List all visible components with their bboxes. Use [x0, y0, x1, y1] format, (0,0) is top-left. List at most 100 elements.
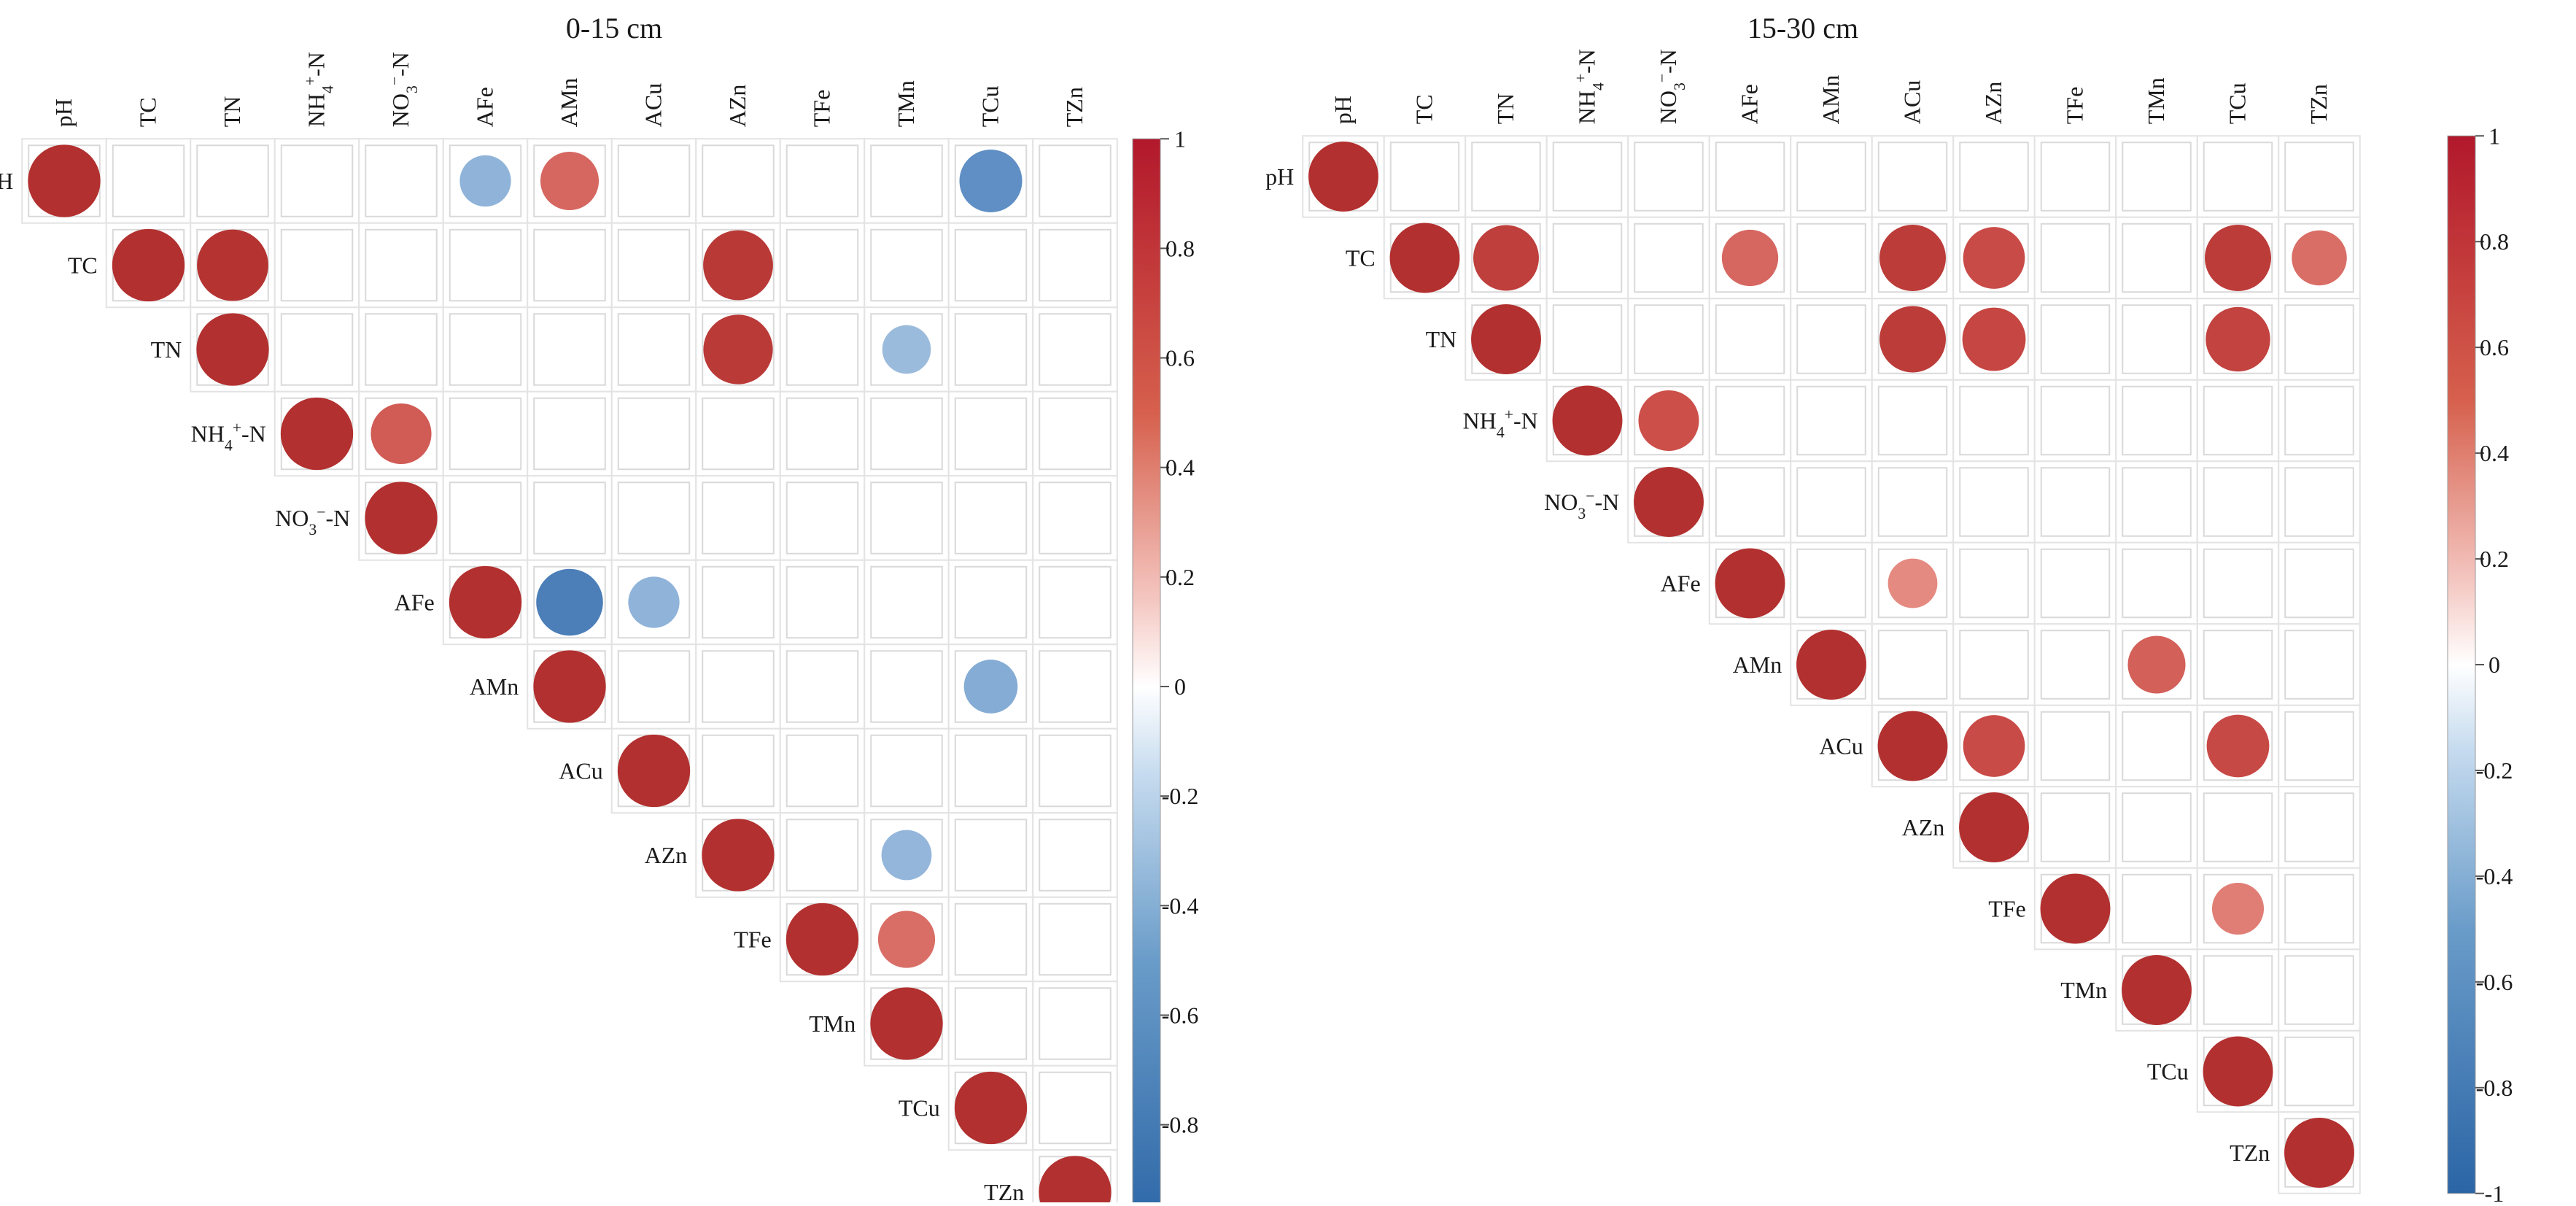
- grid-cell: [105, 138, 192, 224]
- grid-cell-inner: [702, 313, 775, 386]
- grid-cell: [864, 559, 950, 646]
- grid-cell-inner: [1796, 304, 1866, 374]
- column-label: TCu: [2224, 82, 2251, 124]
- grid-cell: [2033, 298, 2117, 381]
- grid-cell-inner: [617, 228, 691, 302]
- grid-cell-inner: [1552, 223, 1623, 293]
- correlation-circle: [959, 149, 1023, 213]
- correlation-circle: [371, 403, 432, 465]
- grid-cell-inner: [1877, 304, 1948, 374]
- grid-cell-inner: [870, 313, 943, 386]
- grid-cell-inner: [2284, 630, 2354, 700]
- grid-cell: [442, 222, 529, 309]
- colorbar-tick-label: 0.6: [2480, 334, 2509, 360]
- grid-cell-inner: [449, 482, 522, 554]
- row-label: TCu: [899, 1095, 940, 1121]
- grid-cell-inner: [2203, 955, 2273, 1025]
- correlation-circle: [533, 650, 606, 723]
- grid-cell-inner: [2122, 630, 2192, 700]
- grid-cell-inner: [2040, 711, 2111, 781]
- grid-cell: [1032, 138, 1118, 224]
- grid-cell-inner: [533, 397, 606, 471]
- grid-cell-inner: [954, 397, 1028, 471]
- correlation-circle: [2203, 1036, 2273, 1107]
- grid-cell-inner: [533, 482, 606, 554]
- grid-cell-inner: [617, 313, 691, 386]
- grid-cell-inner: [954, 819, 1028, 892]
- grid-cell-inner: [870, 902, 943, 976]
- grid-cell: [2196, 948, 2280, 1032]
- colorbar-tick-label: -1: [2485, 1180, 2505, 1202]
- grid-cell-inner: [1796, 467, 1866, 537]
- grid-cell: [442, 475, 529, 561]
- grid-cell-inner: [365, 144, 438, 217]
- grid-cell-inner: [870, 144, 943, 217]
- grid-cell-inner: [1471, 142, 1541, 212]
- grid-cell: [610, 475, 697, 561]
- grid-cell-inner: [1389, 142, 1460, 212]
- row-label: TCu: [2147, 1059, 2189, 1085]
- grid-cell-inner: [1634, 142, 1704, 212]
- grid-cell: [1545, 298, 1629, 381]
- grid-cell-inner: [954, 650, 1028, 723]
- grid-cell-inner: [617, 650, 691, 723]
- row-label: TN: [1426, 326, 1457, 352]
- row-label: ACu: [1819, 733, 1863, 759]
- grid-cell: [1952, 541, 2036, 625]
- column-label: ACu: [640, 83, 667, 127]
- grid-cell: [1032, 896, 1118, 983]
- grid-cell: [2278, 135, 2361, 218]
- grid-cell-inner: [617, 144, 691, 217]
- grid-cell-inner: [365, 313, 438, 386]
- grid-cell: [2278, 541, 2361, 625]
- column-label: NO3−-N: [386, 52, 421, 127]
- grid-cell-inner: [785, 734, 859, 808]
- grid-cell: [1790, 460, 1873, 544]
- grid-cell-inner: [702, 144, 775, 217]
- grid-cell: [695, 727, 781, 814]
- grid-cell: [1627, 298, 1710, 381]
- grid-cell-inner: [954, 734, 1028, 808]
- grid-cell-inner: [2040, 385, 2111, 456]
- grid-cell-inner: [280, 144, 354, 217]
- grid-cell-inner: [2122, 873, 2192, 944]
- grid-cell: [2196, 623, 2280, 706]
- grid-cell: [2196, 135, 2280, 218]
- grid-cell-inner: [785, 228, 859, 302]
- grid-cell: [1627, 135, 1710, 218]
- grid-cell-inner: [2122, 711, 2192, 781]
- grid-cell-inner: [1471, 223, 1541, 293]
- colorbar-tick-label: 0.8: [2480, 228, 2509, 255]
- correlation-circle: [2205, 225, 2271, 291]
- grid-cell: [1032, 390, 1118, 477]
- grid-cell-inner: [702, 565, 775, 639]
- correlation-circle: [1879, 225, 1946, 291]
- row-label: pH: [1265, 163, 1294, 190]
- grid-cell: [1871, 623, 1955, 706]
- grid-cell-inner: [2122, 385, 2192, 456]
- grid-cell: [1790, 135, 1873, 218]
- column-label: AZn: [724, 85, 750, 128]
- colorbar-tick-label: -0.6: [1162, 1002, 1199, 1028]
- grid-cell: [695, 138, 781, 224]
- grid-cell-inner: [2040, 630, 2111, 700]
- grid-cell-inner: [702, 228, 775, 302]
- colorbar-tick-label: 0.2: [2480, 546, 2509, 572]
- grid-cell-inner: [2040, 548, 2111, 619]
- grid-cell-inner: [2040, 304, 2111, 374]
- colorbar-tick-label: -0.2: [1162, 783, 1199, 809]
- grid-cell-inner: [1959, 223, 2029, 293]
- row-label: AFe: [1661, 571, 1701, 597]
- correlation-circle: [1308, 142, 1378, 212]
- grid-cell-inner: [2040, 467, 2111, 537]
- row-label: TZn: [2230, 1140, 2270, 1166]
- grid-cell-inner: [617, 565, 691, 639]
- grid-cell-inner: [2284, 142, 2354, 212]
- grid-cell: [2033, 704, 2117, 788]
- grid-cell-inner: [954, 987, 1028, 1060]
- grid-cell-inner: [2122, 467, 2192, 537]
- grid-cell-inner: [1959, 304, 2029, 374]
- grid-cell: [2196, 379, 2280, 463]
- grid-cell-inner: [2203, 385, 2273, 456]
